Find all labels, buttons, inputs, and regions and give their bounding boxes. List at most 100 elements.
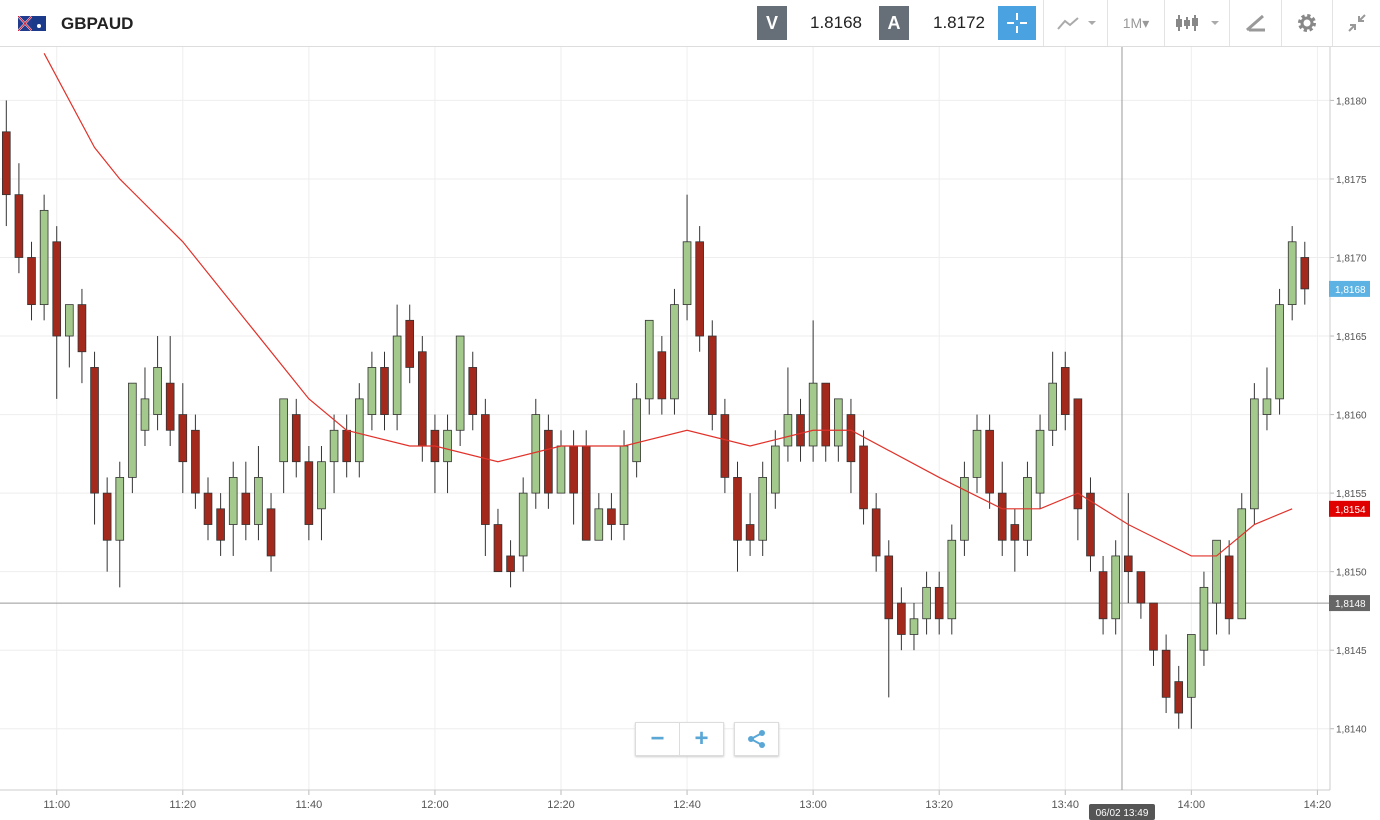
candle-body <box>1098 571 1108 620</box>
candle-body <box>304 461 314 525</box>
y-tick-label: 1,8145 <box>1336 646 1367 657</box>
candle-body <box>581 445 591 541</box>
candle-body <box>808 382 818 447</box>
y-tick-label: 1,8140 <box>1336 725 1367 736</box>
candle-body <box>1149 602 1158 651</box>
price-tag-label: 1,8154 <box>1335 505 1366 516</box>
candle-body <box>695 241 704 337</box>
candle-body <box>934 586 944 620</box>
candle-body <box>506 555 515 573</box>
candle-body <box>682 241 692 306</box>
x-tick-label: 11:40 <box>296 799 323 811</box>
flag-icon <box>18 16 46 31</box>
candle-body <box>821 382 831 447</box>
candle-body <box>493 524 503 573</box>
y-tick-label: 1,8170 <box>1336 253 1367 264</box>
candle-body <box>443 429 452 463</box>
zoom-group: − + <box>635 722 724 756</box>
y-tick-label: 1,8180 <box>1336 96 1367 107</box>
crosshair-x-label: 06/02 13:49 <box>1096 808 1149 819</box>
candle-body <box>796 414 805 447</box>
share-button[interactable] <box>735 723 778 755</box>
sell-price[interactable]: 1.8168 <box>810 13 862 32</box>
candle-body <box>1111 555 1120 620</box>
candle-body <box>1136 571 1146 604</box>
zoom-controls: − + <box>635 722 779 756</box>
candle-body <box>1174 681 1184 714</box>
sell-label[interactable]: V <box>757 6 787 40</box>
candle-body <box>115 477 125 541</box>
candle-body <box>569 445 578 494</box>
candle-body <box>607 508 616 525</box>
candle-body <box>317 461 326 510</box>
crosshair-button[interactable] <box>998 6 1036 40</box>
candle-body <box>241 492 251 525</box>
candle-body <box>1 131 11 196</box>
candle-body <box>52 241 62 337</box>
zoom-out[interactable]: − <box>650 725 665 752</box>
price-tag <box>1329 280 1370 297</box>
candle-body <box>228 477 238 525</box>
candle-body <box>909 618 919 635</box>
x-tick-label: 13:20 <box>925 799 953 811</box>
candle-body <box>367 367 377 415</box>
timeframe-button[interactable]: 1M ▾ <box>1107 0 1164 46</box>
candle-body <box>254 477 263 525</box>
candle-body <box>1187 634 1196 698</box>
candle-body <box>405 319 415 368</box>
candle-body <box>1086 492 1095 557</box>
candle-body <box>783 414 793 447</box>
candle-body <box>670 304 679 400</box>
buy-price[interactable]: 1.8172 <box>933 13 985 32</box>
crosshair-x-tag <box>1088 804 1155 820</box>
candle-body <box>960 477 969 541</box>
candle-body <box>1060 367 1070 415</box>
draw-button[interactable] <box>1229 0 1281 46</box>
candle-body <box>27 257 36 306</box>
candle-body <box>657 351 667 400</box>
candle-body <box>1275 304 1284 400</box>
collapse-button[interactable] <box>1332 0 1380 46</box>
candle-body <box>1073 398 1083 510</box>
buy-label[interactable]: A <box>879 6 909 40</box>
candle-body <box>77 304 87 353</box>
candle-body <box>14 194 24 258</box>
candle-body <box>1010 524 1020 541</box>
candle-body <box>1224 555 1234 620</box>
candle-body <box>266 508 276 557</box>
candle-body <box>418 351 427 447</box>
candle-body <box>846 414 856 463</box>
chart-type-button[interactable] <box>1043 0 1107 46</box>
y-tick-label: 1,8155 <box>1336 489 1367 500</box>
candle-body <box>191 429 200 494</box>
timeframe[interactable]: 1M <box>1122 15 1143 31</box>
candle-body <box>1035 429 1045 494</box>
candle-body <box>972 429 982 478</box>
candle-body <box>140 398 150 431</box>
x-tick-label: 11:00 <box>43 799 70 811</box>
x-tick-label: 14:20 <box>1304 799 1332 811</box>
candle-body <box>720 414 730 478</box>
candle-body <box>897 602 906 635</box>
candle-body <box>90 367 99 494</box>
x-tick-label: 12:40 <box>673 799 701 811</box>
candle-body <box>518 492 528 557</box>
candle-body <box>128 382 137 478</box>
y-tick-label: 1,8165 <box>1336 332 1367 343</box>
price-tag-label: 1,8148 <box>1335 599 1366 610</box>
candle-body <box>178 414 188 463</box>
candle-body <box>1287 241 1297 306</box>
candle-body <box>1212 539 1221 604</box>
candle-body <box>1123 555 1133 573</box>
x-tick-label: 13:00 <box>799 799 827 811</box>
candle-button[interactable] <box>1164 0 1229 46</box>
zoom-in[interactable]: + <box>679 723 723 755</box>
candle-body <box>1199 586 1209 651</box>
candle-body <box>644 319 654 400</box>
candle-body <box>544 429 553 494</box>
candle-body <box>455 335 465 431</box>
settings-button[interactable] <box>1281 0 1332 46</box>
candle-body <box>468 367 478 415</box>
x-tick-label: 13:40 <box>1051 799 1079 811</box>
candle-body <box>758 477 768 541</box>
